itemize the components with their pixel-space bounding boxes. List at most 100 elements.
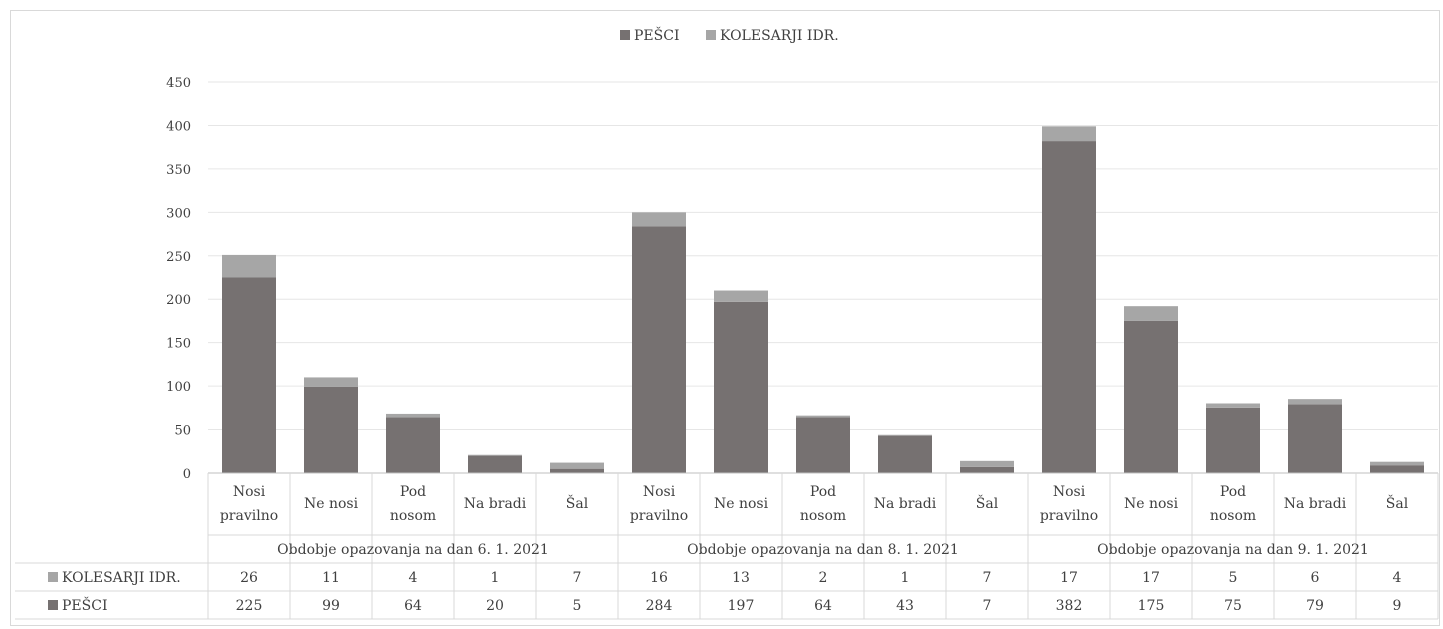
legend-label-kolesarji: KOLESARJI IDR.	[720, 28, 839, 44]
category-label: Na bradi	[874, 496, 937, 512]
category-label: Ne nosi	[1124, 496, 1179, 512]
table-cell: 1	[901, 570, 910, 586]
category-label: Nosi	[233, 484, 266, 500]
table-cell: 64	[404, 598, 422, 614]
bar-kolesarji	[304, 377, 358, 387]
table-cell: 17	[1060, 570, 1078, 586]
bar-kolesarji	[386, 413, 440, 418]
y-tick-label: 100	[166, 380, 191, 395]
category-label: nosom	[800, 508, 846, 524]
bar-pesci	[1370, 465, 1424, 473]
table-cell: 64	[814, 598, 832, 614]
table-cell: 9	[1393, 598, 1402, 614]
table-cell: 4	[409, 570, 418, 586]
table-row-label: PEŠCI	[62, 596, 107, 614]
bar-kolesarji	[1206, 403, 1260, 408]
bar-kolesarji	[878, 434, 932, 436]
y-tick-label: 250	[166, 250, 191, 265]
category-label: Pod	[400, 484, 426, 500]
bar-pesci	[1206, 407, 1260, 473]
bar-kolesarji	[796, 415, 850, 418]
legend-key-kolesarji	[706, 30, 716, 40]
table-cell: 7	[573, 570, 582, 586]
bar-kolesarji	[1042, 126, 1096, 142]
category-label: Ne nosi	[714, 496, 769, 512]
category-label: Pod	[810, 484, 836, 500]
table-cell: 7	[983, 598, 992, 614]
table-cell: 5	[1229, 570, 1238, 586]
table-cell: 13	[732, 570, 750, 586]
table-cell: 20	[486, 598, 504, 614]
table-cell: 7	[983, 570, 992, 586]
legend-label-pesci: PEŠCI	[634, 26, 679, 44]
bar-kolesarji	[714, 290, 768, 302]
y-tick-label: 300	[166, 206, 191, 221]
table-cell: 382	[1056, 598, 1083, 614]
table-cell: 225	[236, 598, 263, 614]
category-label: Šal	[566, 494, 589, 512]
bar-pesci	[1288, 404, 1342, 473]
y-tick-label: 0	[183, 467, 191, 482]
bar-pesci	[304, 386, 358, 473]
table-legend-key	[48, 600, 58, 610]
bar-kolesarji	[468, 454, 522, 456]
table-cell: 1	[491, 570, 500, 586]
bar-kolesarji	[550, 462, 604, 469]
bar-kolesarji	[960, 460, 1014, 467]
bar-pesci	[632, 226, 686, 473]
category-label: nosom	[390, 508, 436, 524]
group-label: Obdobje opazovanja na dan 9. 1. 2021	[1097, 542, 1369, 558]
table-cell: 284	[646, 598, 673, 614]
category-label: Šal	[976, 494, 999, 512]
bar-kolesarji	[1288, 399, 1342, 405]
bar-pesci	[550, 468, 604, 473]
bar-kolesarji	[632, 212, 686, 227]
table-cell: 17	[1142, 570, 1160, 586]
table-cell: 4	[1393, 570, 1402, 586]
table-cell: 11	[322, 570, 340, 586]
bar-kolesarji	[1370, 461, 1424, 466]
bar-pesci	[878, 435, 932, 473]
table-row-label: KOLESARJI IDR.	[62, 570, 181, 586]
y-tick-label: 150	[166, 337, 191, 352]
y-tick-label: 450	[166, 76, 191, 91]
table-cell: 175	[1138, 598, 1165, 614]
table-cell: 26	[240, 570, 258, 586]
category-label: Nosi	[1053, 484, 1086, 500]
bar-pesci	[386, 417, 440, 473]
category-label: nosom	[1210, 508, 1256, 524]
category-label: Na bradi	[1284, 496, 1347, 512]
table-cell: 16	[650, 570, 668, 586]
table-cell: 43	[896, 598, 914, 614]
table-cell: 99	[322, 598, 340, 614]
bar-pesci	[1042, 141, 1096, 473]
category-label: Ne nosi	[304, 496, 359, 512]
group-label: Obdobje opazovanja na dan 6. 1. 2021	[277, 542, 549, 558]
group-label: Obdobje opazovanja na dan 8. 1. 2021	[687, 542, 959, 558]
bar-pesci	[1124, 320, 1178, 473]
table-cell: 75	[1224, 598, 1242, 614]
table-cell: 2	[819, 570, 828, 586]
table-cell: 197	[728, 598, 755, 614]
bar-pesci	[714, 301, 768, 473]
table-legend-key	[48, 572, 58, 582]
y-tick-label: 50	[174, 424, 191, 439]
category-label: Šal	[1386, 494, 1409, 512]
bar-pesci	[796, 417, 850, 473]
y-tick-label: 400	[166, 119, 191, 134]
table-cell: 6	[1311, 570, 1320, 586]
bar-pesci	[468, 455, 522, 473]
bar-kolesarji	[1124, 306, 1178, 321]
table-cell: 5	[573, 598, 582, 614]
category-label: Na bradi	[464, 496, 527, 512]
y-tick-label: 200	[166, 293, 191, 308]
bar-pesci	[960, 466, 1014, 473]
category-label: Pod	[1220, 484, 1246, 500]
bar-pesci	[222, 277, 276, 473]
category-label: pravilno	[220, 508, 278, 524]
legend-key-pesci	[620, 30, 630, 40]
category-label: pravilno	[1040, 508, 1098, 524]
bar-kolesarji	[222, 254, 276, 278]
category-label: pravilno	[630, 508, 688, 524]
